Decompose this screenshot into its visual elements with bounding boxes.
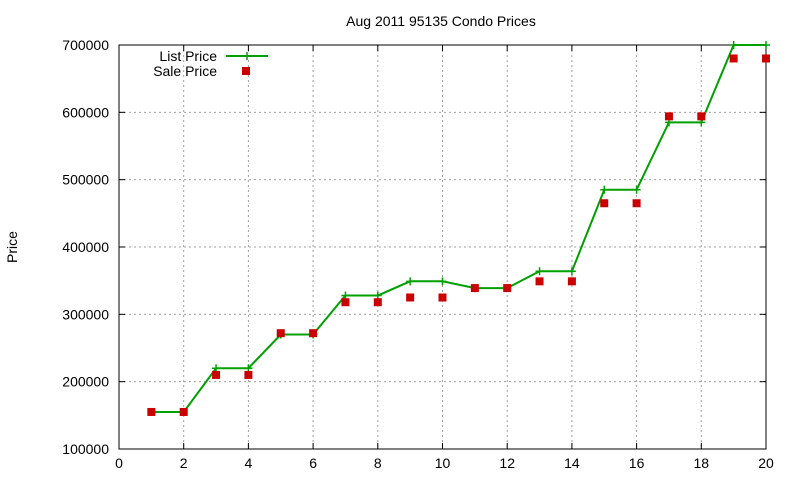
x-tick-label: 4 [245,455,253,471]
list-price-point [729,41,738,49]
x-tick-label: 18 [694,455,710,471]
y-tick-label: 700000 [62,37,109,53]
sale-price-point [373,298,382,307]
list-price-line [151,44,766,413]
x-tick-label: 8 [374,455,382,471]
sale-price-point [212,370,221,379]
y-axis: 100000 200000 300000 400000 500000 600000 7000… [62,37,766,457]
sale-price-point [406,293,415,302]
sale-price-point [632,199,641,208]
sale-price-point [600,199,609,208]
x-axis: 0 2 4 6 8 10 12 14 16 18 20 [115,45,774,471]
list-price-point [341,291,350,300]
chart-title: Aug 2011 95135 Condo Prices [346,13,536,29]
x-tick-label: 6 [309,455,317,471]
y-tick-label: 600000 [62,104,109,120]
sale-price-point [179,407,188,416]
sale-price-point [762,54,770,63]
x-tick-label: 2 [180,455,188,471]
sale-price-point [503,284,512,293]
sale-price-point [438,293,447,302]
x-tick-label: 0 [115,455,123,471]
sale-price-point [341,298,350,307]
sale-price-point [664,112,673,121]
legend-label-list-price: List Price [159,48,217,64]
list-price-point [373,291,382,300]
y-tick-label: 300000 [62,306,109,322]
list-price-point [438,277,447,286]
y-tick-label: 500000 [62,172,109,188]
sale-price-point [697,112,706,121]
list-price-point [406,277,415,286]
series-list-price [147,41,770,416]
y-tick-label: 200000 [62,374,109,390]
sale-price-point [729,54,738,63]
legend-label-sale-price: Sale Price [153,63,217,79]
sale-price-point [309,329,318,338]
sale-price-point [567,277,576,286]
sale-price-point [535,277,544,286]
sale-price-point [147,407,156,416]
sale-price-point [244,370,253,379]
y-axis-label: Price [4,231,20,263]
list-price-point [212,364,221,373]
legend-marker-list-price [243,52,251,60]
sale-price-point [470,284,479,293]
legend: List Price Sale Price [153,48,268,79]
list-price-point [244,364,253,373]
x-tick-label: 14 [564,455,580,471]
y-tick-label: 400000 [62,239,109,255]
x-tick-label: 20 [758,455,774,471]
x-tick-label: 10 [435,455,451,471]
x-tick-label: 12 [499,455,515,471]
y-tick-label: 100000 [62,441,109,457]
series-sale-price [147,54,770,416]
sale-price-point [276,329,285,338]
list-price-point [762,41,770,49]
list-price-point [600,185,609,194]
list-price-point [535,267,544,276]
list-price-point [567,267,576,276]
list-price-point [632,185,641,194]
x-tick-label: 16 [629,455,645,471]
legend-marker-sale-price [242,67,250,75]
grid [119,45,766,449]
